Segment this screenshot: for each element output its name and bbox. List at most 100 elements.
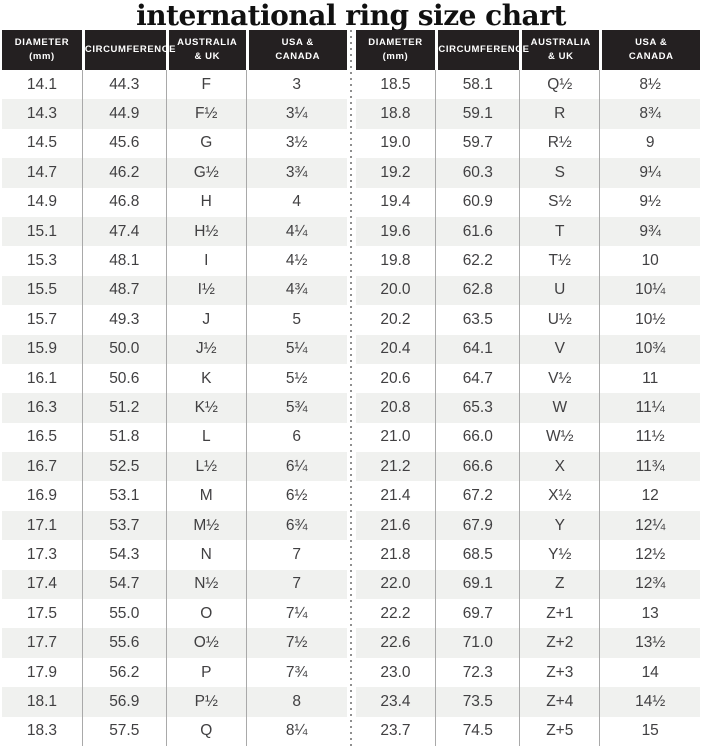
table-cell: 62.2 (435, 246, 520, 276)
table-cell: J½ (165, 334, 246, 364)
table-cell: Z+4 (519, 687, 600, 717)
table-cell: G½ (165, 158, 246, 188)
table-cell: V (519, 334, 600, 364)
table-cell: 73.5 (435, 687, 520, 717)
table-row: 17.9 56.2 P 7¾ (2, 657, 347, 688)
table-cell: 14.3 (2, 99, 82, 129)
table-row: 15.1 47.4 H½ 4¼ (2, 216, 347, 247)
column-header: CIRCUMFERENCE (435, 30, 529, 70)
table-cell: 20.6 (355, 363, 436, 394)
table-cell: 9¼ (599, 158, 700, 188)
table-cell: Z (519, 569, 600, 600)
table-row: 15.7 49.3 J 5 (2, 305, 347, 335)
table-cell: 61.6 (435, 216, 520, 247)
table-row: 21.0 66.0 W½ 11½ (355, 422, 700, 453)
table-cell: 6 (245, 422, 347, 453)
table-cell: 5¼ (245, 334, 347, 364)
right-table-column: DIAMETER (mm) CIRCUMFERENCE AUSTRALIA & UK U S… (355, 30, 700, 747)
table-cell: U (519, 275, 600, 306)
table-cell: 22.0 (355, 569, 436, 600)
table-row: 19.6 61.6 T 9¾ (355, 216, 700, 247)
table-cell: 9 (599, 128, 700, 159)
table-cell: 6¾ (245, 510, 347, 541)
header-row: DIAMETER (mm) CIRCUMFERENCE AUSTRALIA & UK US… (355, 30, 700, 70)
table-row: 23.7 74.5 Z+5 15 (355, 716, 700, 746)
table-cell: 15.3 (2, 246, 82, 276)
table-row: 22.0 69.1 Z 12¾ (355, 569, 700, 600)
table-cell: 18.5 (355, 70, 436, 100)
column-header: DIAMETER (mm) (355, 30, 436, 70)
table-cell: W½ (519, 422, 600, 453)
table-row: 14.9 46.8 H 4 (2, 187, 347, 217)
table-row: 23.0 72.3 Z+3 14 (355, 657, 700, 688)
column-header: AUSTRALIA & UK (519, 30, 600, 70)
table-cell: P½ (165, 687, 246, 717)
table-cell: V½ (519, 363, 600, 394)
table-cell: 12¼ (599, 510, 700, 541)
table-cell: Z+1 (519, 599, 600, 629)
table-cell: 21.2 (355, 452, 436, 482)
table-cell: 14.9 (2, 187, 82, 217)
table-cell: 64.7 (435, 363, 520, 394)
table-cell: 14.5 (2, 128, 82, 159)
table-cell: 58.1 (435, 70, 520, 100)
table-cell: 20.2 (355, 305, 436, 335)
table-cell: 15.7 (2, 305, 82, 335)
ring-size-table-left: DIAMETER (mm) CIRCUMFERENCE AUSTRALIA & UK US… (2, 30, 347, 746)
table-row: 18.1 56.9 P½ 8 (2, 687, 347, 717)
table-cell: X½ (519, 481, 600, 511)
table-cell: 4¼ (245, 216, 347, 247)
table-cell: 8 (245, 687, 347, 717)
table-row: 21.6 67.9 Y 12¼ (355, 510, 700, 541)
table-cell: 11½ (599, 422, 700, 453)
table-cell: 10 (599, 246, 700, 276)
table-cell: 19.4 (355, 187, 436, 217)
table-cell: 53.7 (81, 510, 166, 541)
table-cell: 71.0 (435, 628, 520, 658)
table-row: 15.9 50.0 J½ 5¼ (2, 334, 347, 364)
table-cell: S½ (519, 187, 600, 217)
table-cell: 54.3 (81, 540, 166, 570)
table-cell: 47.4 (81, 216, 166, 247)
column-header: AUSTRALIA & UK (165, 30, 246, 70)
table-cell: 11 (599, 363, 700, 394)
table-cell: 55.6 (81, 628, 166, 658)
table-row: 19.2 60.3 S 9¼ (355, 158, 700, 188)
table-row: 18.3 57.5 Q 8¼ (2, 716, 347, 746)
table-cell: W (519, 393, 600, 423)
table-cell: 3¼ (245, 99, 347, 129)
table-cell: M (165, 481, 246, 511)
table-cell: 3¾ (245, 158, 347, 188)
table-cell: 68.5 (435, 540, 520, 570)
table-row: 18.8 59.1 R 8¾ (355, 99, 700, 129)
table-row: 17.4 54.7 N½ 7 (2, 569, 347, 600)
table-cell: 66.6 (435, 452, 520, 482)
table-cell: 44.9 (81, 99, 166, 129)
table-cell: 56.2 (81, 657, 166, 688)
table-cell: X (519, 452, 600, 482)
table-cell: 52.5 (81, 452, 166, 482)
table-row: 23.4 73.5 Z+4 14½ (355, 687, 700, 717)
table-row: 20.8 65.3 W 11¼ (355, 393, 700, 423)
table-cell: 57.5 (81, 716, 166, 746)
table-cell: 10½ (599, 305, 700, 335)
table-cell: 7 (245, 540, 347, 570)
table-cell: 16.3 (2, 393, 82, 423)
table-cell: T (519, 216, 600, 247)
table-cell: 4 (245, 187, 347, 217)
table-cell: 6¼ (245, 452, 347, 482)
table-row: 20.6 64.7 V½ 11 (355, 363, 700, 394)
table-cell: S (519, 158, 600, 188)
table-row: 19.8 62.2 T½ 10 (355, 246, 700, 276)
table-cell: 17.4 (2, 569, 82, 600)
table-cell: K (165, 363, 246, 394)
table-cell: 51.2 (81, 393, 166, 423)
table-cell: 19.6 (355, 216, 436, 247)
table-cell: 20.8 (355, 393, 436, 423)
table-cell: 59.7 (435, 128, 520, 159)
table-cell: 48.7 (81, 275, 166, 306)
table-cell: K½ (165, 393, 246, 423)
table-cell: 7¾ (245, 657, 347, 688)
table-row: 15.3 48.1 I 4½ (2, 246, 347, 276)
